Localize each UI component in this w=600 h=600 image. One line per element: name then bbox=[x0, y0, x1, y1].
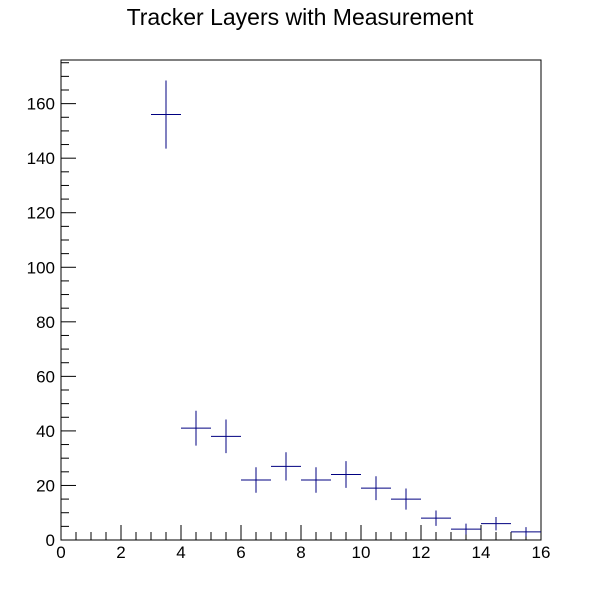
data-point bbox=[241, 467, 271, 493]
y-tick-label: 80 bbox=[36, 313, 55, 332]
x-tick-label: 10 bbox=[352, 543, 371, 562]
data-point bbox=[421, 510, 451, 526]
y-tick-label: 0 bbox=[46, 531, 55, 550]
plot-frame bbox=[60, 59, 542, 541]
y-tick-label: 140 bbox=[27, 149, 55, 168]
data-point bbox=[481, 516, 511, 531]
data-point bbox=[151, 80, 181, 149]
data-point bbox=[301, 467, 331, 493]
x-tick-label: 16 bbox=[532, 543, 551, 562]
y-tick-label: 120 bbox=[27, 204, 55, 223]
data-marks bbox=[151, 80, 541, 537]
x-tick-label: 6 bbox=[236, 543, 245, 562]
x-tick-label: 8 bbox=[296, 543, 305, 562]
data-point bbox=[451, 523, 481, 535]
x-tick-label: 12 bbox=[412, 543, 431, 562]
data-point bbox=[271, 452, 301, 481]
chart-title: Tracker Layers with Measurement bbox=[126, 4, 474, 30]
data-point bbox=[511, 527, 541, 537]
x-tick-label: 0 bbox=[56, 543, 65, 562]
y-tick-label: 20 bbox=[36, 476, 55, 495]
data-point bbox=[211, 419, 241, 454]
data-point bbox=[391, 488, 421, 510]
x-tick-label: 2 bbox=[116, 543, 125, 562]
y-tick-label: 100 bbox=[27, 258, 55, 277]
y-tick-label: 60 bbox=[36, 367, 55, 386]
x-tick-label: 4 bbox=[176, 543, 185, 562]
x-tick-label: 14 bbox=[472, 543, 491, 562]
data-point bbox=[181, 410, 211, 446]
data-point bbox=[331, 461, 361, 488]
y-tick-label: 40 bbox=[36, 422, 55, 441]
plot-axes bbox=[60, 59, 542, 541]
data-point bbox=[361, 476, 391, 501]
y-tick-label: 160 bbox=[27, 95, 55, 114]
